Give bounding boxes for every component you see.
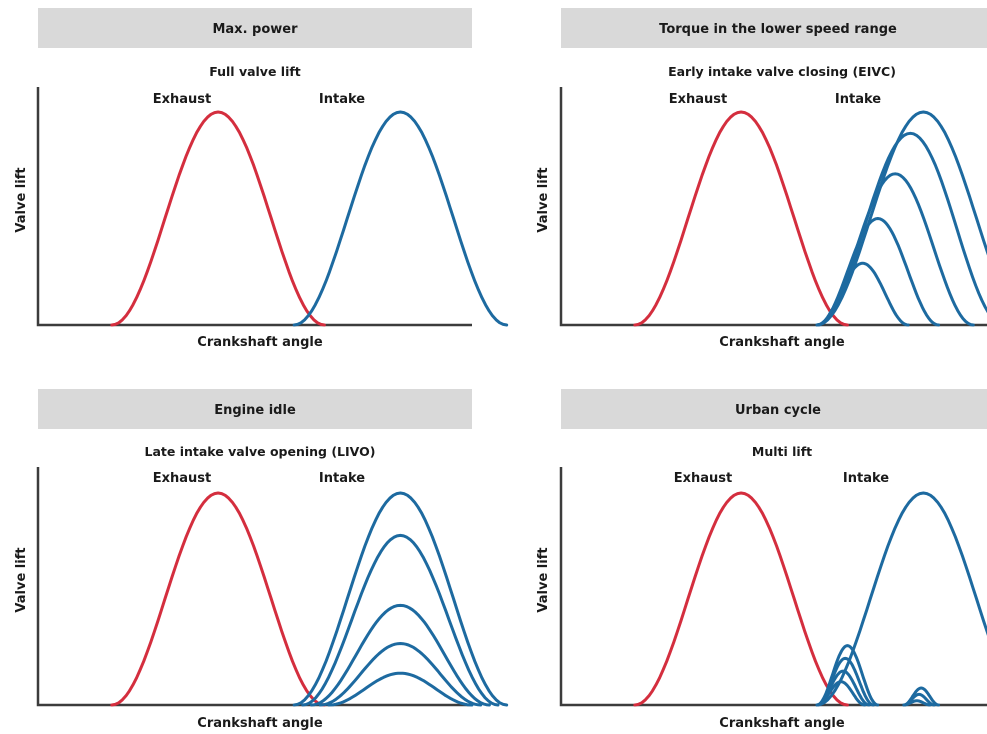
curves-group — [110, 110, 509, 327]
intake-lift-curve-3 — [309, 603, 491, 707]
panel-header-bar — [561, 389, 987, 429]
panel-title: Urban cycle — [735, 403, 821, 418]
intake-lift-curve-5 — [815, 680, 867, 707]
y-axis-label: Valve lift — [536, 547, 551, 612]
y-axis-label: Valve lift — [14, 547, 29, 612]
panel-urban-cycle: Urban cycle Multi lift Exhaust Intake Va… — [536, 389, 987, 731]
exhaust-lift-curve-1 — [633, 491, 849, 707]
exhaust-lift-curve-1 — [633, 110, 849, 327]
intake-label: Intake — [843, 471, 889, 486]
panel-subtitle: Early intake valve closing (EIVC) — [668, 64, 896, 79]
panel-header-bar — [38, 8, 472, 48]
curves-group — [110, 491, 509, 707]
x-axis-label: Crankshaft angle — [719, 335, 845, 350]
axes — [36, 467, 472, 707]
intake-label: Intake — [319, 92, 365, 107]
intake-lift-curve-4 — [318, 642, 483, 707]
panel-torque-lower-speed: Torque in the lower speed range Early in… — [536, 8, 987, 350]
x-axis-label: Crankshaft angle — [197, 716, 323, 731]
exhaust-label: Exhaust — [153, 471, 212, 486]
exhaust-label: Exhaust — [674, 471, 733, 486]
intake-lift-curve-5 — [327, 671, 474, 707]
panel-engine-idle: Engine idle Late intake valve opening (L… — [14, 389, 509, 731]
intake-lift-curve-8 — [902, 699, 932, 707]
intake-lift-curve-1 — [292, 491, 509, 707]
panel-max-power: Max. power Full valve lift Exhaust Intak… — [14, 8, 509, 350]
intake-label: Intake — [835, 92, 881, 107]
y-axis-label: Valve lift — [14, 167, 29, 232]
panel-header-bar — [561, 8, 987, 48]
exhaust-label: Exhaust — [153, 92, 212, 107]
x-axis-label: Crankshaft angle — [719, 716, 845, 731]
exhaust-label: Exhaust — [669, 92, 728, 107]
axes — [559, 87, 987, 327]
y-axis-label: Valve lift — [536, 167, 551, 232]
exhaust-lift-curve-1 — [110, 491, 326, 707]
panel-subtitle: Full valve lift — [209, 64, 301, 79]
curves-group — [633, 110, 987, 327]
exhaust-lift-curve-1 — [110, 110, 326, 327]
panel-subtitle: Late intake valve opening (LIVO) — [145, 444, 376, 459]
intake-lift-curve-2 — [301, 533, 500, 707]
panel-header-bar — [38, 389, 472, 429]
intake-lift-curve-1 — [815, 491, 987, 707]
panel-title: Max. power — [212, 22, 298, 37]
panel-subtitle: Multi lift — [752, 444, 812, 459]
intake-lift-curve-5 — [815, 261, 910, 327]
intake-label: Intake — [319, 471, 365, 486]
curves-group — [633, 491, 987, 707]
panel-title: Torque in the lower speed range — [659, 22, 897, 37]
axes — [36, 87, 472, 327]
intake-lift-curve-1 — [292, 110, 509, 327]
axes — [559, 467, 987, 707]
x-axis-label: Crankshaft angle — [197, 335, 323, 350]
panel-title: Engine idle — [214, 403, 296, 418]
